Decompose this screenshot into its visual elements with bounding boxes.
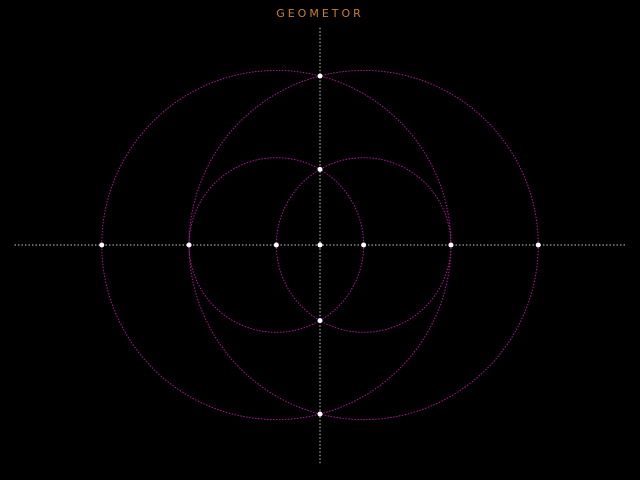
point-7[interactable] — [317, 166, 323, 172]
point-9[interactable] — [317, 73, 323, 79]
point-8[interactable] — [317, 318, 323, 324]
points-layer — [99, 73, 541, 417]
point-6[interactable] — [535, 242, 541, 248]
point-5[interactable] — [448, 242, 454, 248]
point-3[interactable] — [317, 242, 323, 248]
point-0[interactable] — [99, 242, 105, 248]
app-title: GEOMETOR — [276, 7, 364, 20]
point-1[interactable] — [186, 242, 192, 248]
point-2[interactable] — [273, 242, 279, 248]
point-4[interactable] — [361, 242, 367, 248]
point-10[interactable] — [317, 411, 323, 417]
